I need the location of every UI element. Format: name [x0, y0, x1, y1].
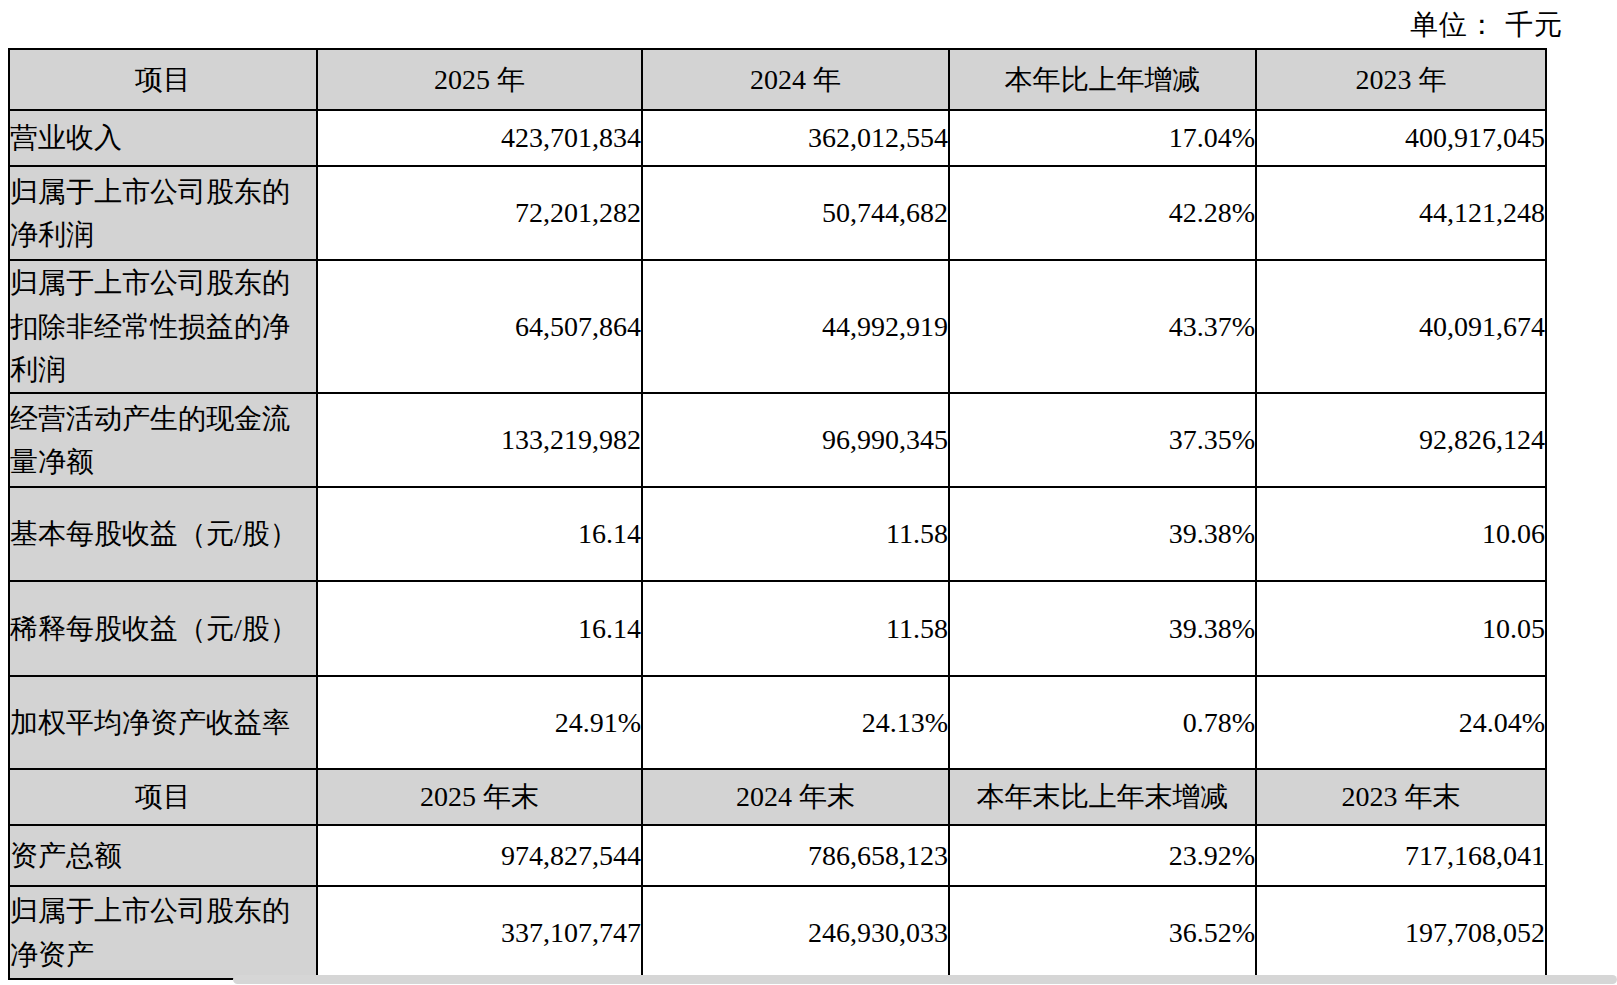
value-2023-cell: 197,708,052 [1256, 886, 1546, 979]
value-change-cell: 23.92% [949, 825, 1256, 886]
header-item-cell: 项目 [9, 769, 317, 825]
financial-summary-page: 单位： 千元 项目 2025 年 2024 年 本年比上年增减 2023 年 营… [0, 0, 1617, 985]
unit-label: 单位： 千元 [1410, 6, 1563, 44]
table-row-net-profit: 归属于上市公司股东的净利润 72,201,282 50,744,682 42.2… [9, 166, 1546, 260]
value-change-cell: 17.04% [949, 110, 1256, 166]
value-2023-cell: 92,826,124 [1256, 393, 1546, 487]
table-row-net-profit-excl-nonrecurring: 归属于上市公司股东的扣除非经常性损益的净利润 64,507,864 44,992… [9, 260, 1546, 393]
table-row-operating-cash-flow: 经营活动产生的现金流量净额 133,219,982 96,990,345 37.… [9, 393, 1546, 487]
row-label-cell: 资产总额 [9, 825, 317, 886]
value-2025-cell: 64,507,864 [317, 260, 642, 393]
table-row-revenue: 营业收入 423,701,834 362,012,554 17.04% 400,… [9, 110, 1546, 166]
table-header-row-annual: 项目 2025 年 2024 年 本年比上年增减 2023 年 [9, 49, 1546, 110]
value-change-cell: 37.35% [949, 393, 1256, 487]
value-2025-cell: 16.14 [317, 581, 642, 676]
value-2024-cell: 246,930,033 [642, 886, 949, 979]
value-change-cell: 0.78% [949, 676, 1256, 769]
value-change-cell: 39.38% [949, 581, 1256, 676]
row-label-cell: 基本每股收益（元/股） [9, 487, 317, 581]
table-header-row-year-end: 项目 2025 年末 2024 年末 本年末比上年末增减 2023 年末 [9, 769, 1546, 825]
table-row-basic-eps: 基本每股收益（元/股） 16.14 11.58 39.38% 10.06 [9, 487, 1546, 581]
value-2023-cell: 717,168,041 [1256, 825, 1546, 886]
value-change-cell: 39.38% [949, 487, 1256, 581]
value-2024-cell: 96,990,345 [642, 393, 949, 487]
value-2024-cell: 11.58 [642, 581, 949, 676]
horizontal-scrollbar-thumb[interactable] [233, 975, 1617, 984]
value-2023-cell: 44,121,248 [1256, 166, 1546, 260]
value-2023-cell: 10.06 [1256, 487, 1546, 581]
value-2024-cell: 362,012,554 [642, 110, 949, 166]
value-2025-cell: 72,201,282 [317, 166, 642, 260]
value-2025-cell: 24.91% [317, 676, 642, 769]
value-2023-cell: 10.05 [1256, 581, 1546, 676]
table-row-weighted-avg-roe: 加权平均净资产收益率 24.91% 24.13% 0.78% 24.04% [9, 676, 1546, 769]
value-2025-cell: 16.14 [317, 487, 642, 581]
row-label-cell: 归属于上市公司股东的净资产 [9, 886, 317, 979]
table-row-diluted-eps: 稀释每股收益（元/股） 16.14 11.58 39.38% 10.05 [9, 581, 1546, 676]
header-2025-cell: 2025 年 [317, 49, 642, 110]
value-2025-cell: 133,219,982 [317, 393, 642, 487]
header-2025-end-cell: 2025 年末 [317, 769, 642, 825]
value-change-cell: 36.52% [949, 886, 1256, 979]
key-financials-table: 项目 2025 年 2024 年 本年比上年增减 2023 年 营业收入 423… [8, 48, 1547, 980]
value-2025-cell: 423,701,834 [317, 110, 642, 166]
header-yoy-change-cell: 本年比上年增减 [949, 49, 1256, 110]
value-change-cell: 42.28% [949, 166, 1256, 260]
header-item-cell: 项目 [9, 49, 317, 110]
row-label-cell: 稀释每股收益（元/股） [9, 581, 317, 676]
row-label-cell: 经营活动产生的现金流量净额 [9, 393, 317, 487]
value-2024-cell: 11.58 [642, 487, 949, 581]
header-2024-end-cell: 2024 年末 [642, 769, 949, 825]
table-row-net-assets: 归属于上市公司股东的净资产 337,107,747 246,930,033 36… [9, 886, 1546, 979]
row-label-cell: 归属于上市公司股东的净利润 [9, 166, 317, 260]
value-2025-cell: 974,827,544 [317, 825, 642, 886]
header-2023-end-cell: 2023 年末 [1256, 769, 1546, 825]
value-2023-cell: 400,917,045 [1256, 110, 1546, 166]
value-2023-cell: 40,091,674 [1256, 260, 1546, 393]
value-2025-cell: 337,107,747 [317, 886, 642, 979]
row-label-cell: 归属于上市公司股东的扣除非经常性损益的净利润 [9, 260, 317, 393]
header-2024-cell: 2024 年 [642, 49, 949, 110]
row-label-cell: 营业收入 [9, 110, 317, 166]
row-label-cell: 加权平均净资产收益率 [9, 676, 317, 769]
value-2024-cell: 44,992,919 [642, 260, 949, 393]
value-change-cell: 43.37% [949, 260, 1256, 393]
header-2023-cell: 2023 年 [1256, 49, 1546, 110]
value-2024-cell: 50,744,682 [642, 166, 949, 260]
value-2024-cell: 786,658,123 [642, 825, 949, 886]
table-row-total-assets: 资产总额 974,827,544 786,658,123 23.92% 717,… [9, 825, 1546, 886]
value-2024-cell: 24.13% [642, 676, 949, 769]
value-2023-cell: 24.04% [1256, 676, 1546, 769]
header-yoy-end-change-cell: 本年末比上年末增减 [949, 769, 1256, 825]
